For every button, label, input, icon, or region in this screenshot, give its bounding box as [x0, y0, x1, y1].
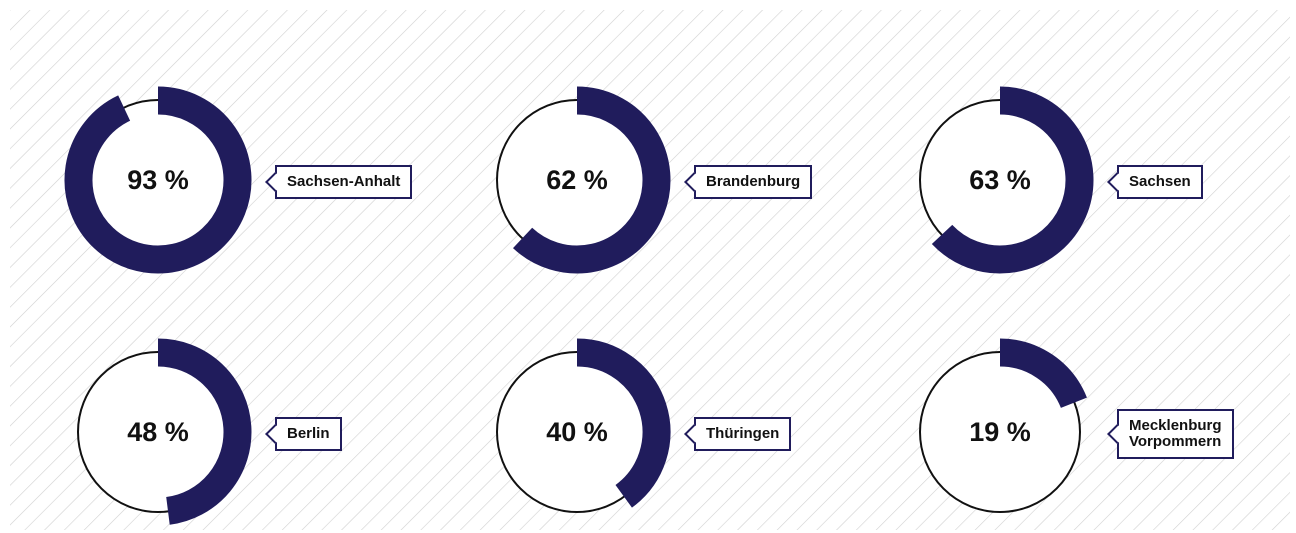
category-label: Brandenburg — [694, 165, 813, 199]
category-label: Thüringen — [694, 417, 792, 451]
category-label: Sachsen-Anhalt — [275, 165, 413, 199]
value-label: 63 % — [969, 165, 1031, 195]
ring-arc — [931, 86, 1094, 274]
value-label: 40 % — [546, 417, 608, 447]
ring-arc — [999, 338, 1087, 409]
value-label: 93 % — [127, 165, 189, 195]
value-label: 48 % — [127, 417, 189, 447]
ring-arc — [576, 338, 671, 508]
category-label: Sachsen — [1117, 165, 1203, 199]
category-label: Berlin — [275, 417, 342, 451]
ring-arc — [64, 86, 252, 274]
ring-arc — [157, 338, 252, 525]
category-label: Mecklenburg Vorpommern — [1117, 409, 1234, 459]
value-label: 19 % — [969, 417, 1031, 447]
value-label: 62 % — [546, 165, 608, 195]
ring-arc — [513, 86, 671, 274]
